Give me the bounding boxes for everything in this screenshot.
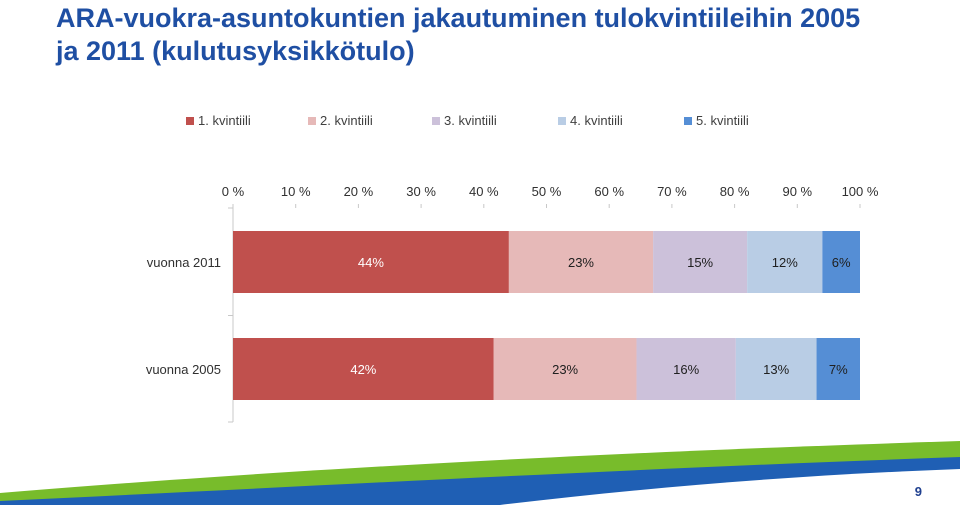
legend-swatch-2 xyxy=(308,117,316,125)
x-axis: 0 % 10 % 20 % 30 % 40 % 50 % 60 % 70 % 80 % 90 % 1… xyxy=(222,184,879,208)
bar-segment xyxy=(822,231,860,293)
stacked-bar-chart: 1. kvintiili 2. kvintiili 3. kvintiili 4. k… xyxy=(146,113,879,423)
legend-swatch-3 xyxy=(432,117,440,125)
bar-segment xyxy=(508,231,654,293)
x-tick-label: 90 % xyxy=(782,184,812,199)
slide-title-line-1: ARA-vuokra-asuntokuntien jakautuminen tu… xyxy=(56,3,861,33)
chart-legend: 1. kvintiili 2. kvintiili 3. kvintiili 4. k… xyxy=(186,113,749,128)
bar-segment xyxy=(233,231,509,293)
data-label: 23% xyxy=(552,362,578,377)
data-label: 13% xyxy=(763,362,789,377)
bars: 44% 23% 15% 12% 6% 42% 23% 16% 13% 7% xyxy=(233,231,860,400)
data-label: 6% xyxy=(832,255,851,270)
legend-label-3: 3. kvintiili xyxy=(444,113,497,128)
data-label: 23% xyxy=(568,255,594,270)
x-tick-label: 10 % xyxy=(281,184,311,199)
data-label: 7% xyxy=(829,362,848,377)
y-axis: vuonna 2011 vuonna 2005 xyxy=(146,207,234,423)
legend-label-4: 4. kvintiili xyxy=(570,113,623,128)
x-tick-label: 100 % xyxy=(842,184,879,199)
bar-segment xyxy=(747,231,823,293)
bar-segment xyxy=(233,338,494,400)
data-label: 42% xyxy=(350,362,376,377)
x-tick-label: 40 % xyxy=(469,184,499,199)
data-label: 16% xyxy=(673,362,699,377)
x-tick-label: 0 % xyxy=(222,184,245,199)
x-tick-label: 70 % xyxy=(657,184,687,199)
data-label: 12% xyxy=(772,255,798,270)
category-label: vuonna 2005 xyxy=(146,362,221,377)
legend-label-2: 2. kvintiili xyxy=(320,113,373,128)
x-tick-label: 60 % xyxy=(594,184,624,199)
category-label: vuonna 2011 xyxy=(147,255,221,270)
legend-swatch-1 xyxy=(186,117,194,125)
bar-segment xyxy=(493,338,637,400)
slide-title: ARA-vuokra-asuntokuntien jakautuminen tu… xyxy=(56,2,946,68)
legend-label-1: 1. kvintiili xyxy=(198,113,251,128)
legend-swatch-4 xyxy=(558,117,566,125)
data-label: 44% xyxy=(358,255,384,270)
bar-segment xyxy=(735,338,817,400)
legend-label-5: 5. kvintiili xyxy=(696,113,749,128)
decorative-wave xyxy=(0,441,960,505)
slide-title-line-2: ja 2011 (kulutusyksikkötulo) xyxy=(56,36,415,66)
bar-segment xyxy=(816,338,860,400)
bar-segment xyxy=(636,338,736,400)
x-tick-label: 80 % xyxy=(720,184,750,199)
x-tick-label: 30 % xyxy=(406,184,436,199)
bar-segment xyxy=(653,231,748,293)
x-tick-label: 20 % xyxy=(344,184,374,199)
x-tick-label: 50 % xyxy=(532,184,562,199)
data-label: 15% xyxy=(687,255,713,270)
legend-swatch-5 xyxy=(684,117,692,125)
page-number: 9 xyxy=(914,484,922,499)
